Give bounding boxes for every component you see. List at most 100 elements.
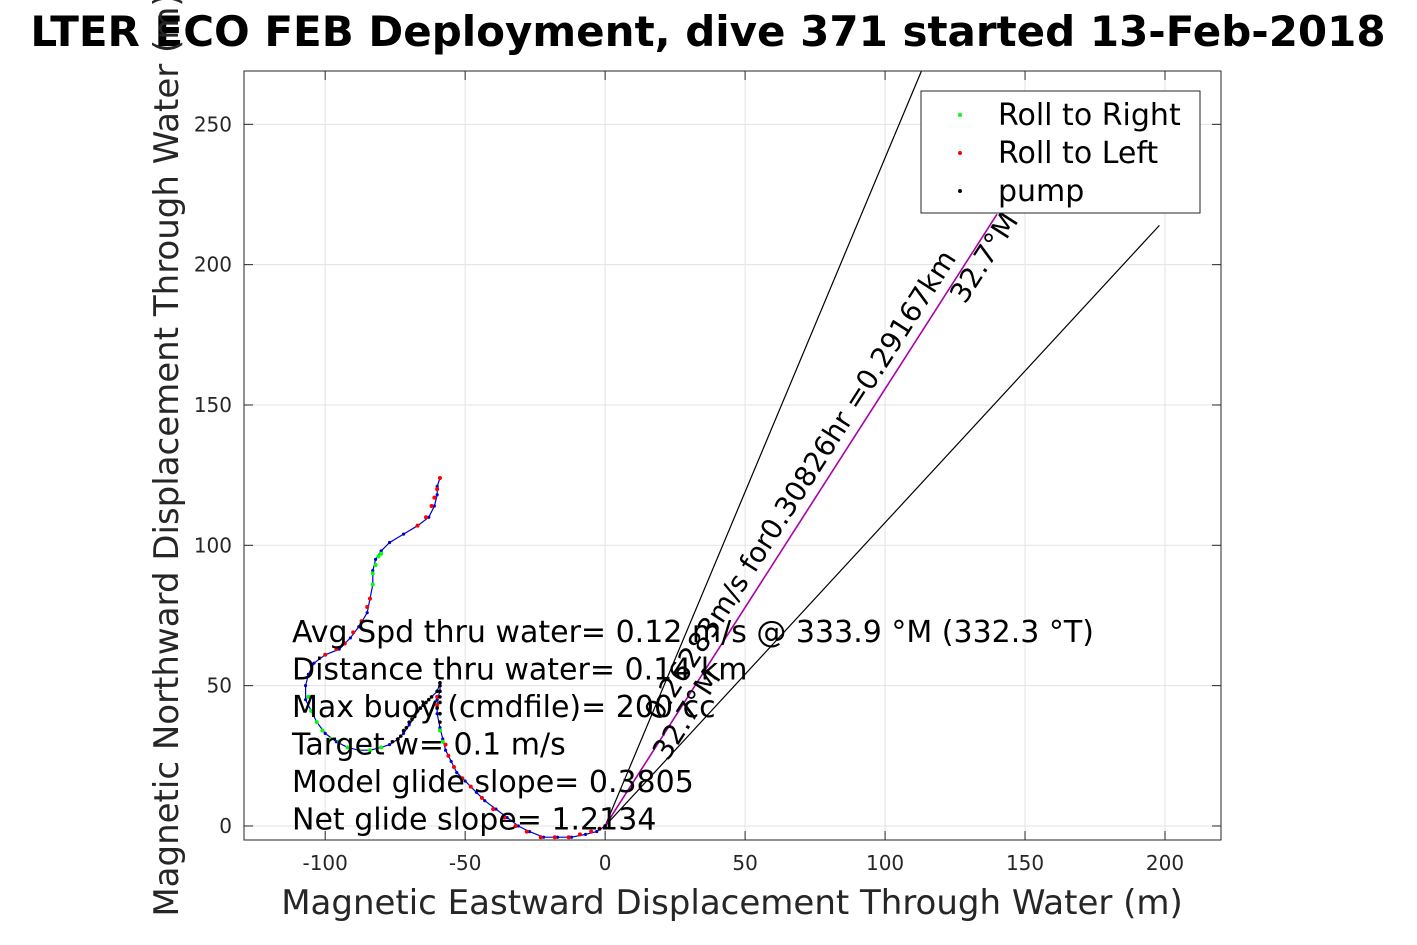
y-tick-label: 150	[194, 393, 232, 417]
roll-left-point	[460, 776, 465, 781]
pump-point	[396, 737, 400, 741]
chart-title: LTER ECO FEB Deployment, dive 371 starte…	[30, 7, 1385, 56]
track-point	[541, 835, 546, 839]
roll-left-point	[359, 619, 364, 624]
pump-point	[415, 709, 420, 713]
track-point	[494, 807, 498, 811]
track-line	[305, 477, 606, 838]
track-point	[432, 504, 436, 508]
y-tick-labels: 0 50 100 150 200 250	[194, 112, 232, 838]
roll-left-point	[342, 641, 347, 646]
x-tick-label: -50	[449, 851, 482, 875]
heading-center-line	[604, 213, 998, 827]
legend-marker-pump	[958, 189, 962, 193]
stats-line: Model glide slope= 0.3805	[292, 765, 694, 800]
roll-left-point	[432, 495, 437, 500]
legend-label-roll-left: Roll to Left	[998, 136, 1158, 171]
stats-line: Max buoy (cmdfile)= 200 cc	[292, 690, 716, 725]
track-point	[435, 698, 439, 702]
stats-line: Avg Spd thru water= 0.12 m/s @ 333.9 °M …	[292, 615, 1094, 650]
track-point	[401, 731, 406, 735]
pump-point	[438, 681, 442, 685]
roll-left-point	[538, 835, 543, 840]
x-tick-label: 50	[732, 851, 757, 875]
roll-right-point	[379, 745, 384, 750]
x-tick-label: 100	[866, 851, 904, 875]
x-tick-label: 0	[599, 851, 612, 875]
legend-marker-roll-left	[958, 151, 962, 155]
pump-point	[418, 706, 423, 710]
roll-right-point	[328, 736, 333, 741]
roll-right-point	[437, 728, 442, 733]
track-point	[441, 737, 445, 741]
roll-left-point	[451, 765, 456, 770]
y-tick-label: 100	[194, 533, 232, 557]
roll-left-point	[435, 703, 440, 708]
roll-right-point	[309, 708, 314, 713]
track-point	[306, 672, 310, 677]
track-point	[387, 742, 392, 747]
pump-point	[412, 714, 417, 719]
heading-lines	[604, 71, 1160, 827]
stats-line: Net glide slope= 1.2134	[292, 803, 656, 838]
roll-right-point	[337, 739, 342, 744]
y-axis-label: Magnetic Northward Displacement Through …	[147, 0, 187, 917]
stats-line: Target w= 0.1 m/s	[291, 728, 566, 763]
y-tick-label: 50	[207, 674, 232, 698]
roll-right-point	[356, 748, 361, 753]
pump-point	[421, 703, 425, 708]
track-point	[323, 731, 327, 735]
heading-bound-line-right	[604, 224, 1160, 827]
y-tick-label: 0	[219, 814, 232, 838]
track-point	[334, 740, 338, 744]
x-tick-label: 200	[1146, 851, 1184, 875]
pump-point	[407, 720, 411, 724]
x-tick-label: -100	[302, 851, 347, 875]
legend-label-roll-right: Roll to Right	[998, 98, 1181, 133]
track-point	[555, 835, 560, 839]
roll-right-point	[320, 728, 325, 733]
track-point	[435, 712, 439, 716]
pump-point	[438, 720, 442, 724]
roll-left-point	[365, 605, 370, 610]
pump-point	[390, 739, 395, 744]
track-point	[387, 540, 392, 545]
x-tick-label: 150	[1006, 851, 1044, 875]
roll-right-point	[314, 720, 319, 725]
pump-point	[603, 824, 607, 828]
track-point	[303, 684, 308, 688]
roll-left-point	[367, 596, 372, 601]
track-point	[505, 815, 509, 820]
pump-point	[424, 700, 428, 705]
roll-left-point	[577, 832, 582, 837]
pump-point	[435, 689, 439, 694]
pump-point	[597, 826, 602, 831]
pump-point	[410, 717, 414, 722]
pump-point	[438, 711, 442, 716]
pump-point	[398, 734, 403, 738]
pump-point	[438, 700, 442, 705]
roll-left-point	[351, 630, 356, 635]
legend-marker-roll-right	[958, 113, 962, 117]
roll-left-point	[423, 515, 428, 520]
heading-bound-line-left	[604, 71, 923, 827]
stats-text-block: Avg Spd thru water= 0.12 m/s @ 333.9 °M …	[291, 615, 1094, 838]
roll-left-point	[524, 829, 529, 834]
track-point	[438, 726, 442, 730]
track-point	[427, 515, 431, 519]
track	[305, 477, 606, 838]
track-point	[303, 698, 308, 702]
pump-point	[438, 689, 442, 694]
grid-lines	[244, 71, 1221, 840]
roll-left-point	[435, 487, 440, 492]
roll-left-point	[435, 694, 440, 699]
x-tick-labels: -100 -50 0 50 100 150 200	[302, 851, 1184, 875]
pump-point	[404, 725, 409, 730]
track-point	[449, 759, 453, 764]
pump-point	[429, 695, 434, 699]
pump-point	[438, 695, 442, 699]
legend-box	[920, 90, 1201, 214]
roll-right-point	[345, 745, 350, 750]
x-axis-label: Magnetic Eastward Displacement Through W…	[281, 883, 1183, 923]
